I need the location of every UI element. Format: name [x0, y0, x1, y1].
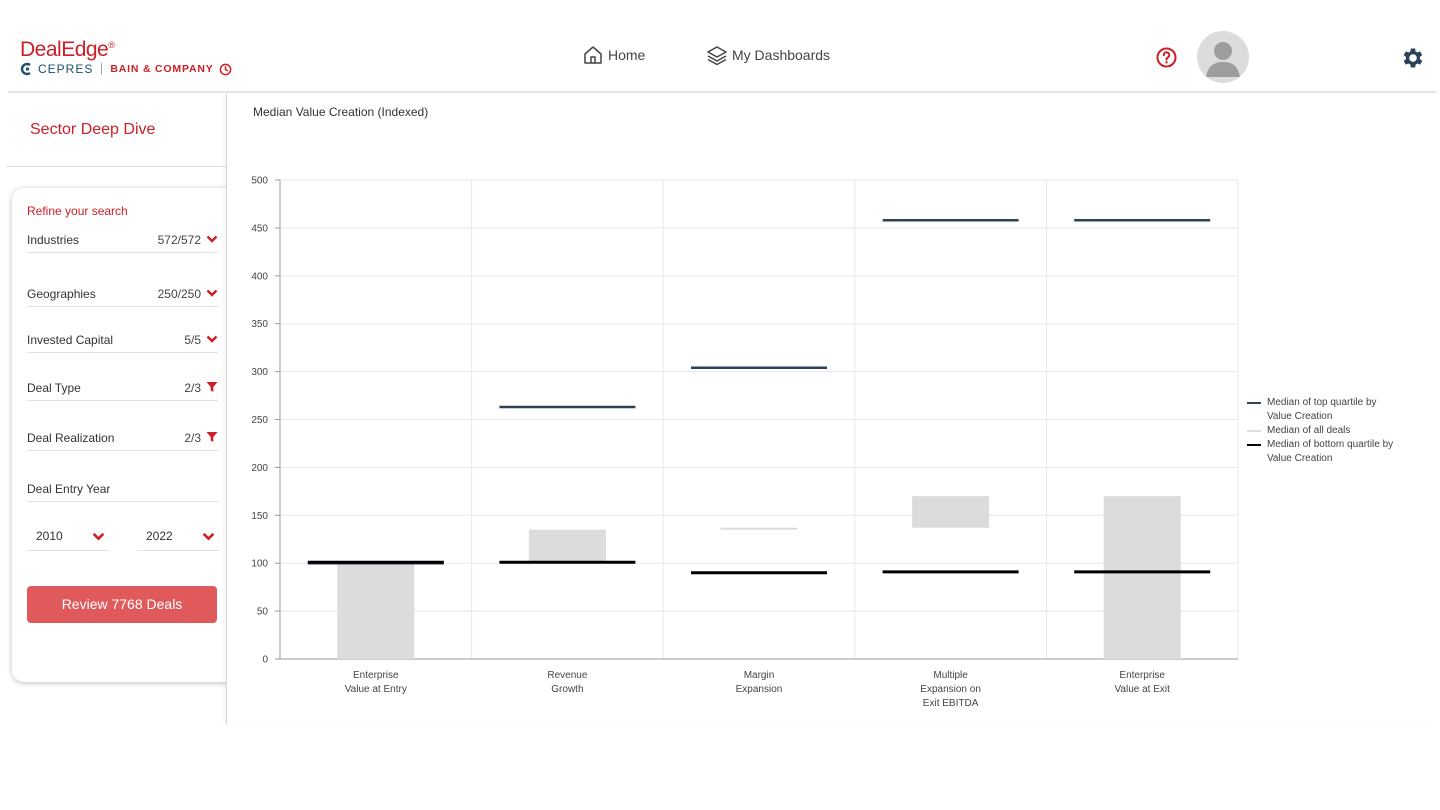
page-title: Sector Deep Dive: [30, 121, 156, 138]
x-tick-label: Value at Entry: [345, 684, 407, 695]
header-divider: [8, 91, 1436, 93]
filter-deal-realization[interactable]: Deal Realization 2/3: [27, 425, 218, 451]
x-tick-label: Margin: [744, 670, 775, 681]
bar-all-deals: [912, 496, 990, 528]
filter-count: 2/3: [184, 381, 201, 395]
chart-panel: [226, 94, 1436, 724]
y-tick-label: 400: [251, 271, 268, 282]
x-tick-label: Enterprise: [353, 670, 399, 681]
y-tick-label: 150: [251, 511, 268, 522]
year-from-value: 2010: [36, 529, 63, 543]
legend-swatch: [1247, 402, 1261, 404]
y-tick-label: 0: [262, 655, 268, 666]
cepres-logo-text: CEPRES: [38, 62, 94, 76]
gear-icon[interactable]: [1400, 45, 1426, 71]
filter-icon: [206, 382, 218, 392]
partner-logos: CEPRES BAIN & COMPANY: [20, 62, 232, 76]
nav-my-dashboards-label: My Dashboards: [732, 47, 831, 63]
y-tick-label: 200: [251, 463, 268, 474]
legend-item-top-quartile: Median of top quartile by Value Creation: [1247, 396, 1397, 424]
chevron-down-icon: [206, 289, 218, 297]
home-icon: [584, 46, 602, 64]
chevron-down-icon: [92, 532, 105, 541]
bain-logo-text: BAIN & COMPANY: [110, 63, 214, 75]
bain-logo-icon: [219, 63, 231, 75]
y-tick-label: 450: [251, 223, 268, 234]
legend-label: Median of top quartile by Value Creation: [1267, 397, 1377, 422]
filter-deal-type[interactable]: Deal Type 2/3: [27, 375, 218, 401]
x-tick-label: Value at Exit: [1114, 684, 1170, 695]
logo-name: DealEdge: [20, 38, 109, 61]
filter-label: Industries: [27, 233, 80, 247]
x-tick-label: Growth: [551, 684, 583, 695]
filter-label: Invested Capital: [27, 333, 114, 347]
layers-icon: [707, 46, 727, 66]
cepres-logo-icon: [20, 62, 31, 76]
x-tick-label: Expansion: [736, 684, 783, 695]
user-silhouette-icon: [1206, 42, 1240, 77]
x-tick-label: Revenue: [547, 670, 587, 681]
chart-title: Median Value Creation (Indexed): [253, 105, 429, 119]
year-to-select[interactable]: 2022: [137, 514, 219, 551]
legend-item-all-deals: Median of all deals: [1247, 424, 1397, 438]
legend-item-bottom-quartile: Median of bottom quartile by Value Creat…: [1247, 438, 1397, 466]
x-tick-label: Exit EBITDA: [923, 698, 979, 709]
filter-deal-entry-year: Deal Entry Year: [27, 476, 218, 502]
bar-all-deals: [1103, 496, 1181, 659]
logo-divider: [101, 63, 103, 75]
y-tick-label: 500: [251, 176, 268, 187]
year-from-select[interactable]: 2010: [27, 514, 109, 551]
filter-icon: [206, 432, 218, 442]
review-deals-button[interactable]: Review 7768 Deals: [27, 586, 217, 623]
help-icon[interactable]: [1156, 47, 1177, 68]
bar-all-deals: [528, 529, 606, 564]
app-header: DealEdge® CEPRES BAIN & COMPANY Home My …: [0, 0, 1440, 92]
x-tick-label: Enterprise: [1119, 670, 1165, 681]
chart-legend: Median of top quartile by Value Creation…: [1247, 396, 1397, 466]
bar-all-deals: [337, 563, 415, 659]
y-tick-label: 100: [251, 559, 268, 570]
y-tick-label: 300: [251, 367, 268, 378]
y-tick-label: 50: [257, 607, 269, 618]
chevron-down-icon: [206, 335, 218, 343]
user-avatar[interactable]: [1197, 31, 1249, 83]
filter-label: Deal Type: [27, 381, 81, 395]
filter-label: Geographies: [27, 287, 96, 301]
dealedge-logo[interactable]: DealEdge®: [20, 38, 115, 62]
chevron-down-icon: [206, 235, 218, 243]
refine-search-title: Refine your search: [27, 204, 128, 218]
legend-label: Median of all deals: [1267, 425, 1351, 436]
filter-panel: Refine your search Industries 572/572 Ge…: [12, 188, 236, 682]
filter-label: Deal Entry Year: [27, 482, 111, 496]
nav-my-dashboards[interactable]: My Dashboards: [706, 44, 830, 66]
filter-geographies[interactable]: Geographies 250/250: [27, 281, 218, 307]
chevron-down-icon: [202, 532, 215, 541]
year-to-value: 2022: [146, 529, 173, 543]
legend-swatch: [1247, 430, 1261, 432]
legend-swatch: [1247, 444, 1261, 446]
x-tick-label: Expansion on: [920, 684, 981, 695]
sidebar-divider: [6, 166, 228, 167]
y-tick-label: 250: [251, 415, 268, 426]
x-tick-label: Multiple: [933, 670, 968, 681]
logo-registered-mark: ®: [108, 40, 115, 50]
filter-count: 572/572: [157, 233, 201, 247]
filter-count: 2/3: [184, 431, 201, 445]
filter-count: 5/5: [184, 333, 201, 347]
legend-label: Median of bottom quartile by Value Creat…: [1267, 439, 1394, 464]
filter-industries[interactable]: Industries 572/572: [27, 227, 218, 253]
filter-invested-capital[interactable]: Invested Capital 5/5: [27, 327, 218, 353]
filter-label: Deal Realization: [27, 431, 115, 445]
filter-count: 250/250: [157, 287, 201, 301]
y-tick-label: 350: [251, 319, 268, 330]
nav-home[interactable]: Home: [582, 44, 645, 66]
bar-all-deals: [720, 527, 798, 530]
nav-home-label: Home: [608, 47, 646, 63]
